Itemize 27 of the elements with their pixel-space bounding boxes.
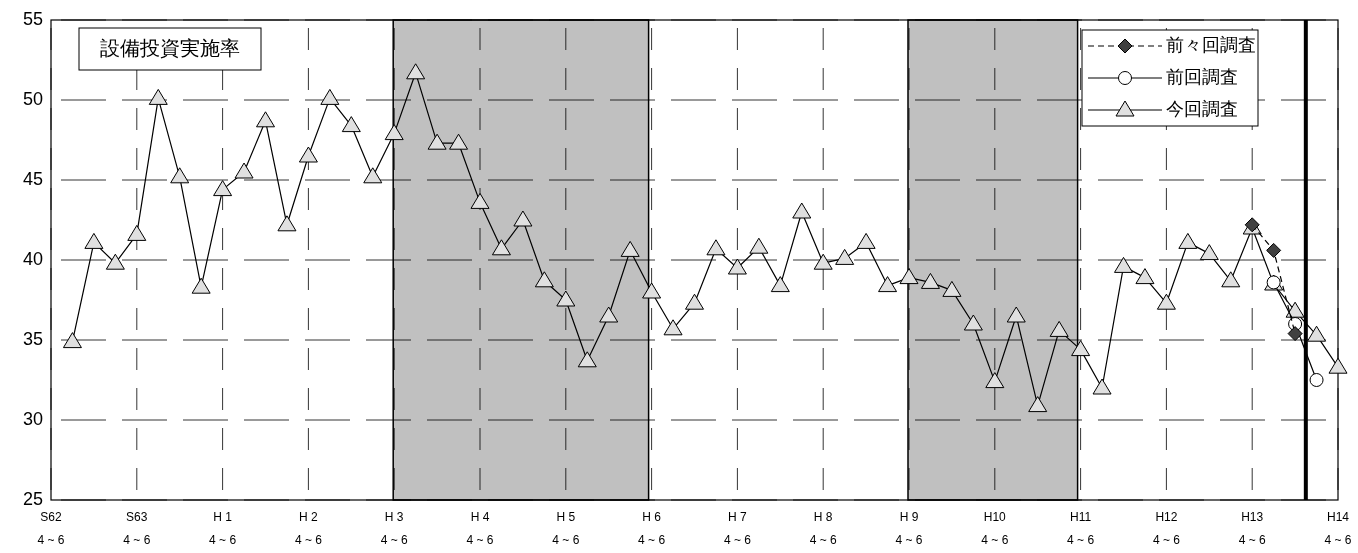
y-tick-label: 30: [22, 408, 43, 429]
y-tick-label: 40: [22, 248, 43, 269]
x-tick-label: H 5 4 ~ 6: [552, 510, 580, 547]
x-tick-label: H 4 4 ~ 6: [466, 510, 494, 547]
y-tick-label: 45: [22, 168, 43, 189]
y-tick-label: 35: [22, 328, 43, 349]
x-tick-label: H14 4 ~ 6: [1324, 510, 1352, 547]
x-tick-label: H 3 4 ~ 6: [380, 510, 409, 547]
legend-label: 前回調査: [1166, 66, 1238, 87]
x-tick-label: S62 4 ~ 6: [37, 510, 65, 547]
x-tick-label: S63 4 ~ 6: [123, 510, 151, 547]
x-tick-label: H 1 4 ~ 6: [209, 510, 237, 547]
x-tick-label: H 6 4 ~ 6: [638, 510, 666, 547]
x-tick-label: H 8 4 ~ 6: [809, 510, 838, 547]
text: 設備投資実施率: [100, 37, 240, 60]
x-tick-label: H11 4 ~ 6: [1067, 510, 1095, 547]
legend-label: 前々回調査: [1166, 34, 1256, 55]
y-tick-label: 55: [22, 8, 43, 29]
x-tick-label: H 2 4 ~ 6: [294, 510, 323, 547]
x-tick-label: H 9 4 ~ 6: [895, 510, 923, 547]
legend-label: 今回調査: [1166, 98, 1238, 119]
x-tick-label: H 7 4 ~ 6: [723, 510, 752, 547]
x-tick-label: H10 4 ~ 6: [981, 510, 1009, 547]
y-tick-label: 25: [22, 488, 43, 509]
y-tick-label: 50: [22, 88, 43, 109]
x-tick-label: H13 4 ~ 6: [1238, 510, 1267, 547]
x-tick-label: H12 4 ~ 6: [1152, 510, 1181, 547]
